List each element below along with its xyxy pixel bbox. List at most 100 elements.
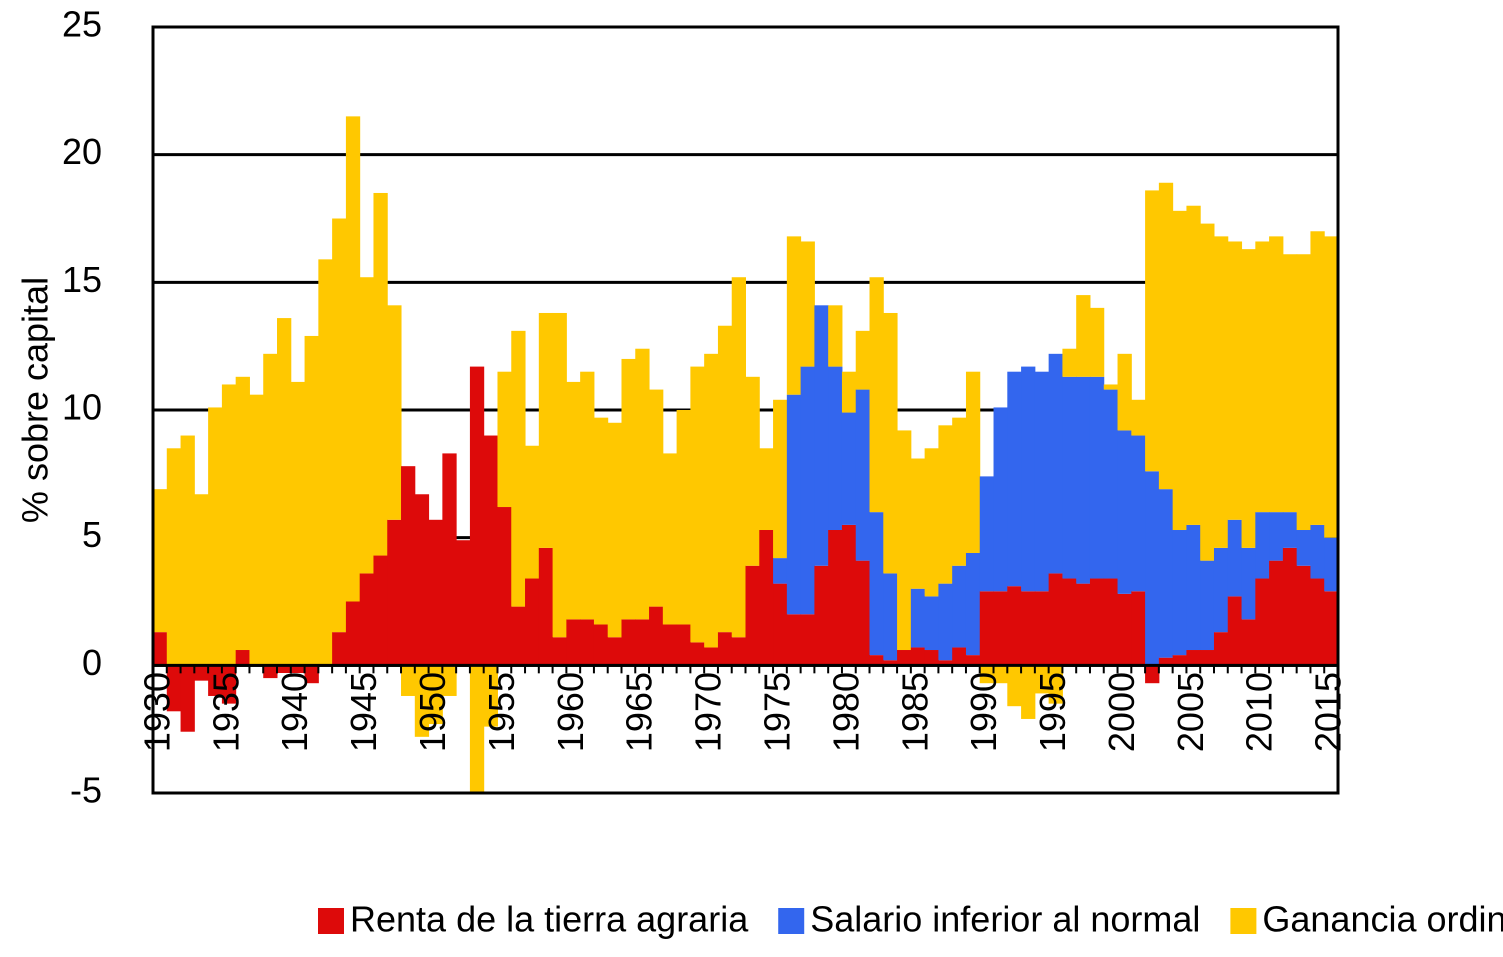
bar-segment — [153, 632, 168, 666]
bar-segment — [952, 565, 967, 648]
bar-segment — [1186, 205, 1201, 525]
bar-segment — [1186, 524, 1201, 651]
bar-segment — [1145, 471, 1160, 666]
bar-segment — [690, 642, 705, 666]
bar-segment — [635, 348, 650, 620]
bar-segment — [304, 335, 319, 666]
bar-segment — [607, 637, 622, 666]
y-tick-label: 25 — [62, 4, 102, 45]
bar-segment — [814, 565, 829, 666]
bar-segment — [566, 619, 581, 666]
bar-segment — [883, 660, 898, 666]
bar-segment — [1200, 560, 1215, 651]
bar-segment — [1034, 591, 1050, 666]
bar-segment — [332, 632, 347, 666]
bar-segment — [828, 530, 843, 666]
bar-segment — [993, 665, 1008, 684]
legend-label: Ganancia ordinaria — [1262, 899, 1503, 940]
bar-segment — [1227, 241, 1243, 520]
bar-segment — [442, 453, 457, 666]
legend-label: Renta de la tierra agraria — [350, 899, 749, 940]
bar-segment — [1007, 371, 1022, 587]
bar-segment — [1255, 578, 1270, 666]
bar-segment — [952, 417, 967, 566]
bar-segment — [938, 660, 953, 666]
x-tick-label: 1965 — [619, 672, 660, 752]
x-tick-label: 2000 — [1101, 672, 1142, 752]
bar-segment — [1131, 591, 1146, 666]
bar-segment — [180, 435, 195, 666]
bar-segment — [855, 389, 871, 561]
bar-segment — [993, 591, 1008, 666]
bar-segment — [828, 366, 843, 531]
bar-segment — [401, 466, 416, 666]
bar-segment — [676, 624, 691, 666]
bar-segment — [1213, 547, 1229, 633]
bar-segment — [1089, 578, 1105, 666]
bar-segment — [897, 650, 912, 666]
bar-segment — [607, 422, 622, 638]
bar-segment — [1117, 353, 1132, 431]
bar-segment — [153, 489, 168, 633]
bar-segment — [662, 624, 678, 666]
bar-segment — [428, 665, 443, 725]
bar-segment — [304, 665, 319, 684]
bar-segment — [745, 565, 760, 666]
x-tick-label: 1970 — [688, 672, 729, 752]
x-tick-label: 2015 — [1308, 672, 1349, 752]
bar-segment — [1227, 519, 1243, 597]
bar-segment — [1172, 530, 1187, 656]
bar-segment — [855, 330, 871, 390]
bar-segment — [621, 358, 636, 620]
x-tick-label: 1990 — [963, 672, 1004, 752]
bar-segment — [359, 277, 374, 574]
plot-frame — [151, 25, 1340, 795]
bar-segment — [841, 412, 857, 525]
bar-segment — [883, 312, 898, 574]
bar-segment — [979, 476, 995, 592]
bar-segment — [621, 619, 636, 666]
bar-segment — [1324, 591, 1339, 666]
y-tick-label: 0 — [82, 642, 102, 683]
bar-segment — [1076, 376, 1091, 584]
bar-segment — [387, 519, 402, 666]
bar-segment — [759, 448, 774, 531]
bar-segment — [965, 552, 981, 656]
bar-segment — [786, 394, 802, 615]
bar-segment — [773, 583, 788, 666]
bar-segment — [373, 192, 388, 556]
legend-swatch — [778, 908, 805, 934]
bar-segment — [180, 665, 195, 732]
bar-segment — [1007, 665, 1022, 707]
bar-segment — [1145, 190, 1160, 472]
bar-segment — [731, 637, 746, 666]
bar-segment — [1089, 376, 1105, 579]
bar-segment — [649, 606, 664, 666]
bar-segment — [759, 530, 774, 666]
bar-segment — [1213, 632, 1229, 666]
bar-segment — [1186, 650, 1201, 666]
bar-segment — [566, 381, 581, 620]
bar-segment — [263, 353, 278, 666]
bar-segment — [580, 371, 595, 620]
bar-segment — [221, 665, 237, 704]
bar-segment — [290, 381, 306, 666]
bar-segment — [1158, 489, 1174, 658]
bar-segment — [1145, 665, 1160, 684]
bar-segment — [773, 399, 788, 559]
bar-segment — [814, 305, 829, 566]
bar-segment — [1296, 530, 1311, 566]
y-tick-label: 15 — [62, 259, 102, 300]
bar-segment — [965, 655, 981, 666]
bar-segment — [1241, 249, 1256, 548]
y-axis-label: % sobre capital — [15, 277, 56, 523]
bar-segment — [1131, 399, 1146, 436]
y-tick-label: 5 — [82, 514, 102, 555]
bar-segment — [1117, 593, 1132, 666]
bar-segment — [924, 650, 939, 666]
bar-segment — [1131, 435, 1146, 592]
bar-segment — [1241, 547, 1256, 620]
bar-segment — [910, 647, 926, 666]
bar-segment — [401, 665, 416, 696]
bar-segment — [469, 665, 485, 793]
